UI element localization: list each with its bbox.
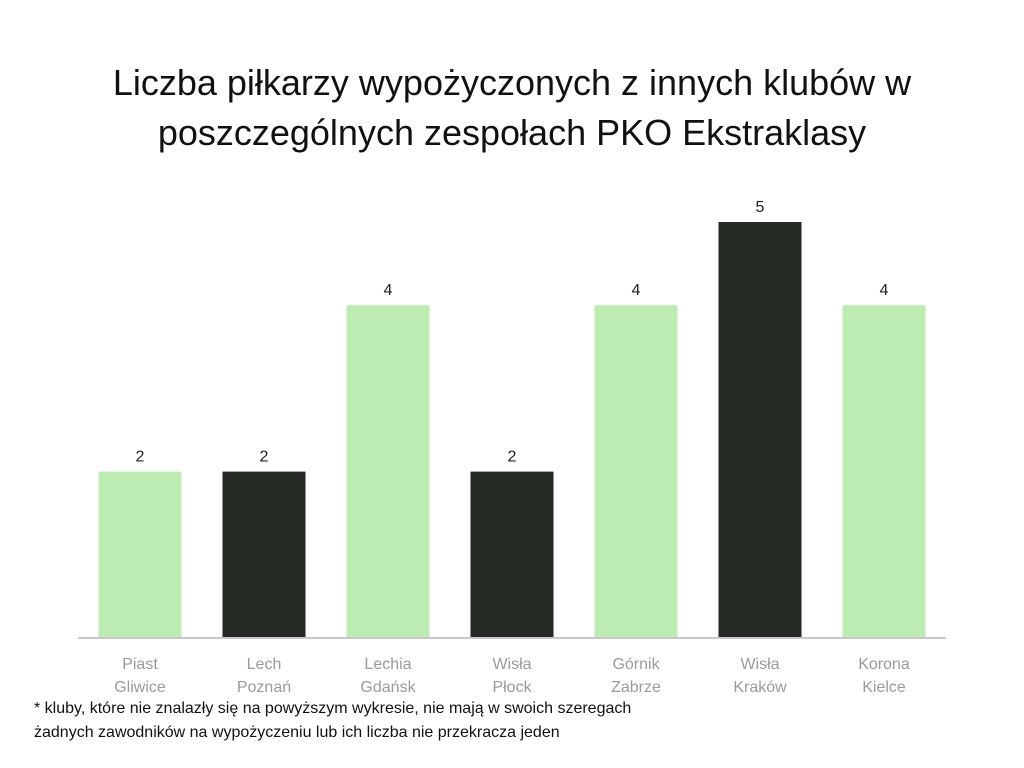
category-label-0-1: Gliwice <box>114 679 166 696</box>
data-label-3: 2 <box>508 449 517 466</box>
data-label-2: 4 <box>384 282 393 299</box>
category-label-4-0: Górnik <box>612 656 660 673</box>
category-label-6-0: Korona <box>858 656 910 673</box>
bar-5 <box>718 222 802 638</box>
bar-4 <box>594 305 678 638</box>
category-label-2-0: Lechia <box>364 656 411 673</box>
data-label-5: 5 <box>756 199 765 216</box>
category-label-4-1: Zabrze <box>611 679 661 696</box>
category-label-2-1: Gdańsk <box>360 679 416 696</box>
data-label-0: 2 <box>136 449 145 466</box>
bar-0 <box>98 471 182 638</box>
category-label-1-1: Poznań <box>237 679 291 696</box>
chart-title-line-1: Liczba piłkarzy wypożyczonych z innych k… <box>112 62 912 103</box>
bar-3 <box>470 471 554 638</box>
bar-2 <box>346 305 430 638</box>
category-label-5-0: Wisła <box>740 656 779 673</box>
category-label-0-0: Piast <box>122 656 158 673</box>
footnote: * kluby, które nie znalazły się na powyż… <box>34 697 734 745</box>
category-label-6-1: Kielce <box>862 679 906 696</box>
data-label-4: 4 <box>632 282 641 299</box>
footnote-line-2: żadnych zawodników na wypożyczeniu lub i… <box>34 724 560 741</box>
category-label-3-1: Płock <box>492 679 532 696</box>
data-label-6: 4 <box>880 282 889 299</box>
chart-title: Liczba piłkarzy wypożyczonych z innych k… <box>0 58 1024 158</box>
bar-1 <box>222 471 306 638</box>
data-label-1: 2 <box>260 449 269 466</box>
category-label-1-0: Lech <box>247 656 282 673</box>
category-label-5-1: Kraków <box>733 679 787 696</box>
footnote-line-1: * kluby, które nie znalazły się na powyż… <box>34 700 632 717</box>
chart-title-line-2: poszczególnych zespołach PKO Ekstraklasy <box>157 112 867 153</box>
bar-6 <box>842 305 926 638</box>
category-label-3-0: Wisła <box>492 656 531 673</box>
